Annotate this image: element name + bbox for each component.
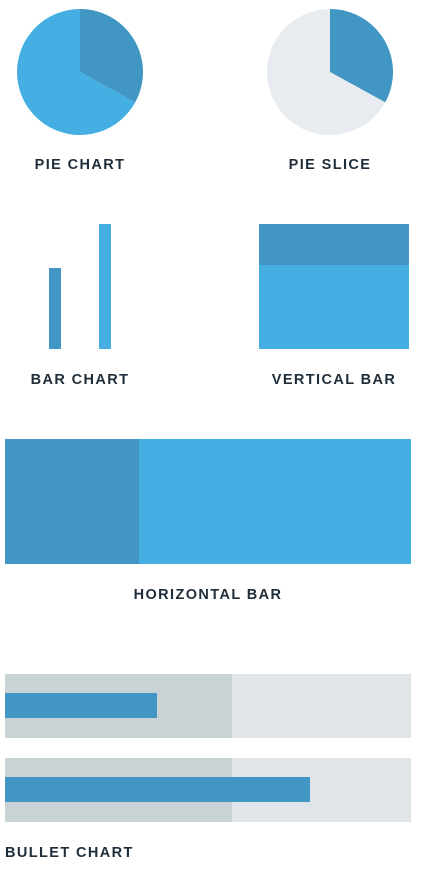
vertical-bar-segment-2 [259,265,409,349]
bar-1 [49,267,61,349]
horizontal-bar-segment-1 [5,439,139,564]
vertical-bar-segment-1 [259,224,409,266]
pie-slice-1 [80,9,143,103]
pie-chart [17,9,143,135]
pie-slice-1 [330,9,393,103]
vertical-bar-chart [259,224,409,349]
horizontal-bar-chart [5,439,411,564]
bar-chart-title: BAR CHART [30,372,130,388]
bar-2 [99,224,111,349]
vertical-bar-title: VERTICAL BAR [271,372,397,388]
bullet-value-1 [5,693,158,718]
pie-chart-title: PIE CHART [34,157,126,173]
pie-slice-title: PIE SLICE [288,157,372,173]
bullet-chart-1 [5,674,411,738]
pie-slice-2 [267,9,386,135]
bullet-chart-title: BULLET CHART [5,845,134,861]
horizontal-bar-segment-2 [138,439,411,564]
bullet-value-2 [5,777,310,802]
pie-slice-2 [17,9,136,135]
bar-chart [40,224,120,349]
bullet-chart-2 [5,758,411,822]
pie-slice-chart [267,9,393,135]
horizontal-bar-title: HORIZONTAL BAR [133,587,283,603]
